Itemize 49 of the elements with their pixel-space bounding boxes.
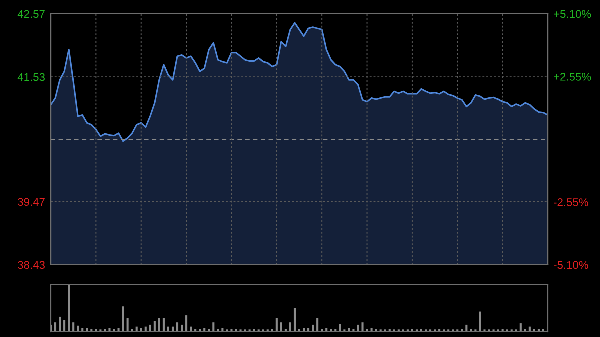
y-tick-label: 41.53: [18, 73, 45, 82]
bar: [186, 316, 188, 332]
bar: [479, 312, 482, 332]
y-tick-label: 39.47: [18, 198, 45, 206]
bar: [316, 318, 319, 332]
bar: [212, 322, 215, 332]
bar: [312, 324, 314, 332]
bar: [149, 324, 152, 332]
bar: [154, 321, 156, 332]
bar: [520, 324, 522, 332]
bar: [86, 328, 88, 332]
bar: [59, 316, 62, 332]
bar: [276, 318, 278, 332]
y2-tick-label: -5.10%: [554, 261, 588, 270]
bar: [326, 328, 328, 332]
bar: [339, 324, 342, 332]
bar: [122, 306, 124, 332]
bar: [113, 329, 116, 332]
bar: [204, 328, 206, 332]
bar: [370, 328, 373, 332]
bar: [82, 328, 84, 332]
bar: [348, 328, 350, 332]
bar: [108, 328, 111, 332]
bar: [362, 322, 364, 332]
bar: [54, 322, 57, 332]
bar: [68, 285, 70, 332]
bar: [176, 322, 179, 332]
bar: [303, 328, 306, 332]
bar: [140, 328, 142, 332]
y2-tick-label: +5.10%: [554, 10, 592, 18]
bar: [294, 308, 296, 332]
y-tick-label: 42.57: [18, 10, 45, 18]
bar: [158, 318, 160, 332]
bar: [64, 320, 66, 332]
bar: [126, 318, 129, 332]
y2-tick-label: +2.55%: [554, 73, 592, 81]
bar: [235, 329, 238, 332]
bar: [118, 328, 120, 332]
bar: [222, 328, 224, 332]
bar: [72, 322, 75, 332]
bar: [162, 318, 165, 332]
y-tick-label: 38.43: [18, 261, 45, 270]
bar: [289, 322, 292, 332]
y2-tick-label: -2.55%: [554, 198, 588, 206]
bar: [308, 328, 310, 332]
bar: [280, 322, 282, 332]
bar: [466, 324, 468, 332]
bar: [357, 324, 360, 332]
bar: [181, 324, 184, 332]
